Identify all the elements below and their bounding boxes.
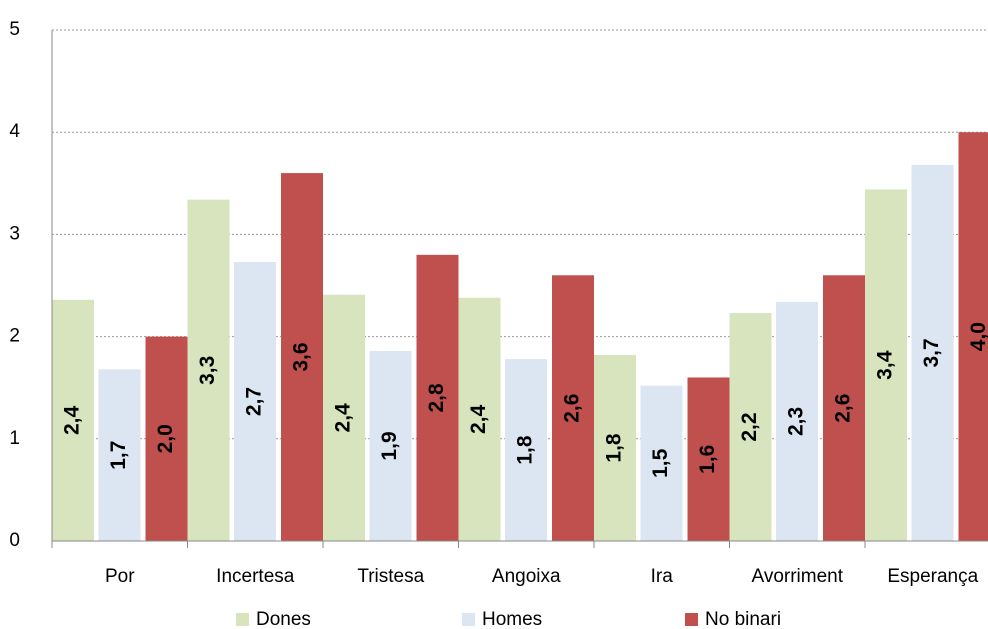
bar bbox=[823, 275, 865, 541]
value-label: 1,9 bbox=[378, 431, 401, 460]
bar bbox=[416, 254, 459, 541]
bar bbox=[145, 336, 188, 541]
bar bbox=[458, 297, 501, 541]
value-label: 1,5 bbox=[649, 448, 672, 478]
y-tick-label: 4 bbox=[9, 121, 20, 142]
bar bbox=[687, 377, 730, 541]
value-label: 2,3 bbox=[785, 407, 808, 436]
bar bbox=[594, 354, 636, 541]
value-label: 2,4 bbox=[332, 403, 355, 433]
bar bbox=[958, 132, 988, 541]
value-label: 3,7 bbox=[920, 338, 943, 367]
value-label: 1,8 bbox=[514, 435, 537, 465]
value-label: 2,6 bbox=[561, 394, 584, 423]
bar bbox=[369, 350, 412, 541]
value-label: 3,6 bbox=[290, 342, 313, 371]
value-label: 2,7 bbox=[243, 387, 266, 416]
x-tick-label: Incertesa bbox=[216, 566, 295, 587]
legend-label: Dones bbox=[256, 609, 311, 629]
value-label: 2,8 bbox=[425, 383, 448, 413]
value-label: 2,4 bbox=[467, 404, 490, 434]
x-tick-label: Esperança bbox=[887, 566, 978, 587]
x-tick-label: Ira bbox=[651, 566, 674, 587]
legend-swatch bbox=[685, 613, 698, 626]
y-tick-label: 5 bbox=[9, 19, 20, 40]
x-tick-label: Avorriment bbox=[751, 566, 843, 587]
bar bbox=[911, 164, 954, 542]
value-label: 4,0 bbox=[967, 322, 988, 351]
y-tick-label: 2 bbox=[9, 326, 20, 347]
value-label: 2,6 bbox=[832, 394, 855, 423]
y-tick-label: 3 bbox=[9, 223, 20, 244]
value-label: 3,3 bbox=[196, 356, 219, 385]
x-tick-label: Angoixa bbox=[492, 566, 561, 587]
value-label: 2,0 bbox=[154, 424, 177, 453]
value-label: 2,4 bbox=[61, 405, 84, 435]
legend-label: No binari bbox=[705, 609, 781, 629]
x-tick-label: Por bbox=[105, 566, 135, 587]
bar bbox=[729, 313, 772, 541]
y-tick-label: 0 bbox=[9, 530, 20, 551]
value-label: 1,7 bbox=[107, 441, 130, 470]
legend-swatch bbox=[236, 613, 249, 626]
y-tick-label: 1 bbox=[9, 428, 20, 449]
legend-swatch bbox=[462, 613, 475, 626]
bar bbox=[98, 369, 141, 541]
bar bbox=[776, 301, 818, 541]
bar bbox=[52, 299, 94, 541]
x-tick-label: Tristesa bbox=[357, 566, 424, 587]
value-label: 3,4 bbox=[874, 350, 897, 380]
value-label: 1,6 bbox=[696, 445, 719, 474]
bar bbox=[234, 261, 276, 541]
bar bbox=[552, 275, 594, 541]
bar bbox=[640, 385, 683, 541]
bar bbox=[505, 359, 547, 541]
value-label: 1,8 bbox=[603, 433, 626, 463]
legend-label: Homes bbox=[482, 609, 542, 629]
bar bbox=[187, 199, 230, 542]
bar bbox=[865, 189, 907, 541]
bar bbox=[323, 294, 365, 541]
bar bbox=[281, 173, 323, 541]
value-label: 2,2 bbox=[738, 412, 761, 441]
